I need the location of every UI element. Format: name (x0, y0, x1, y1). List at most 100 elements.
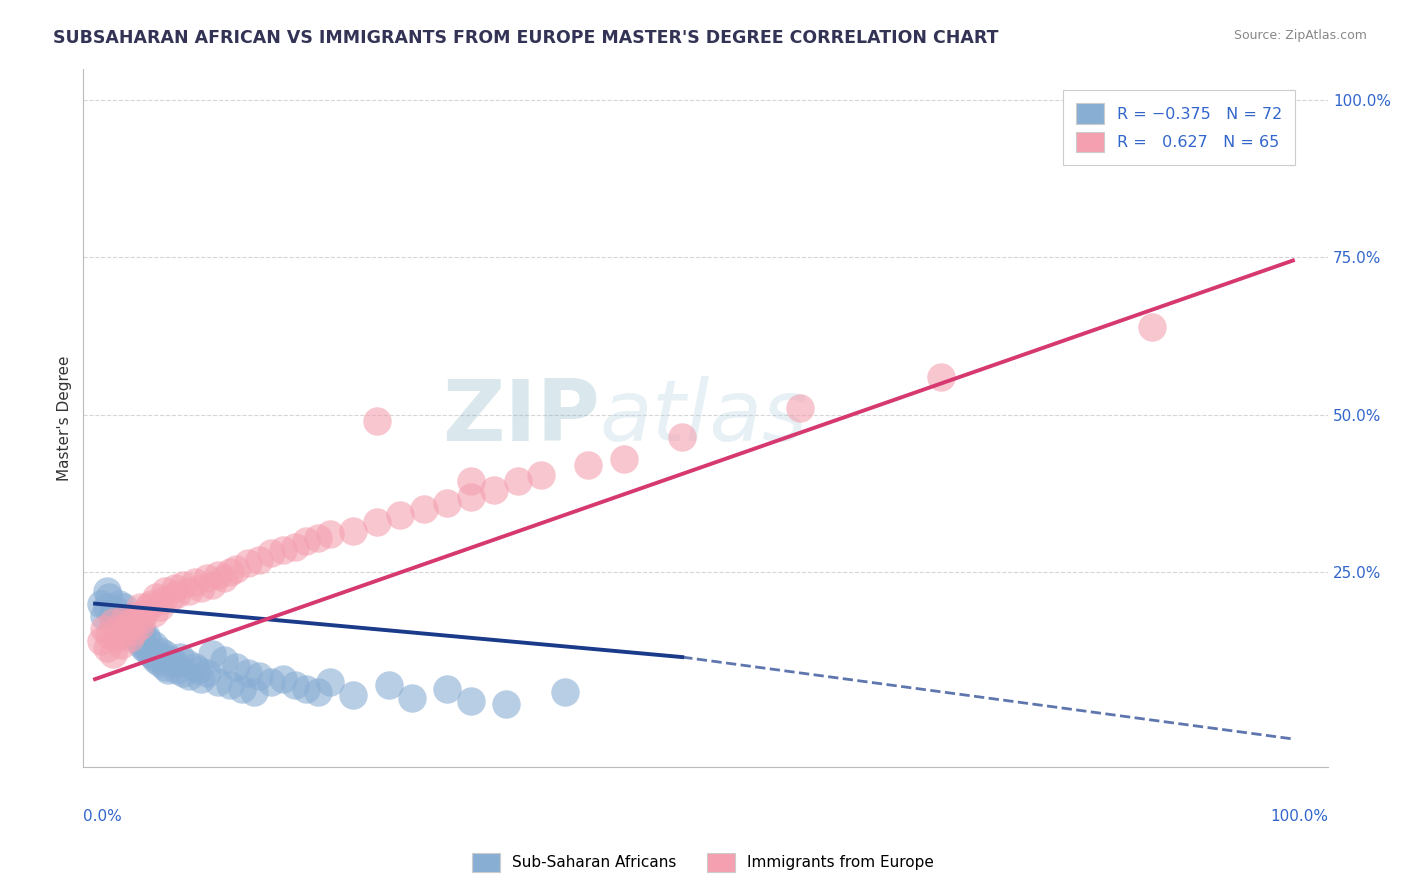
Point (554, 684, 576, 698)
Point (201, 578, 224, 592)
Point (166, 663, 188, 677)
Point (98, 591, 121, 605)
Point (207, 568, 229, 582)
Point (295, 681, 318, 696)
Point (260, 546, 283, 560)
Point (149, 657, 172, 671)
Point (184, 574, 207, 589)
Point (120, 631, 142, 645)
Text: atlas: atlas (600, 376, 808, 459)
Point (176, 657, 198, 671)
Point (131, 638, 153, 652)
Point (125, 631, 148, 645)
Point (112, 599, 135, 614)
Point (136, 644, 159, 658)
Point (242, 684, 264, 698)
Point (484, 483, 506, 498)
Point (125, 622, 148, 636)
Point (131, 612, 153, 626)
Point (460, 490, 482, 504)
Point (190, 581, 212, 595)
Y-axis label: Master's Degree: Master's Degree (58, 355, 72, 481)
Point (131, 624, 153, 639)
Point (128, 624, 150, 639)
Point (155, 647, 177, 661)
Point (142, 606, 165, 620)
Point (105, 603, 128, 617)
Point (117, 618, 139, 632)
Point (319, 675, 342, 690)
Point (249, 669, 271, 683)
Legend: Sub-Saharan Africans, Immigrants from Europe: Sub-Saharan Africans, Immigrants from Eu… (465, 845, 941, 880)
Point (225, 659, 247, 673)
Point (98, 628, 121, 642)
Point (121, 624, 143, 639)
Point (377, 678, 399, 692)
Point (145, 653, 167, 667)
Point (295, 533, 318, 548)
Point (141, 647, 163, 661)
Point (506, 474, 529, 488)
Point (195, 665, 218, 680)
Point (120, 615, 142, 630)
Point (401, 691, 423, 706)
Point (101, 615, 124, 630)
Point (136, 634, 159, 648)
Point (201, 647, 224, 661)
Text: Source: ZipAtlas.com: Source: ZipAtlas.com (1233, 29, 1367, 42)
Point (110, 618, 132, 632)
Point (436, 496, 458, 510)
Point (101, 647, 124, 661)
Point (163, 581, 186, 595)
Point (160, 591, 183, 605)
Point (207, 675, 229, 690)
Point (142, 638, 165, 652)
Point (271, 543, 294, 558)
Point (128, 618, 150, 632)
Point (1140, 319, 1163, 334)
Point (107, 597, 129, 611)
Point (112, 624, 135, 639)
Point (117, 612, 139, 626)
Point (530, 467, 553, 482)
Point (101, 606, 124, 620)
Point (169, 650, 191, 665)
Point (231, 681, 253, 696)
Point (120, 615, 142, 630)
Point (155, 659, 177, 673)
Point (612, 451, 634, 466)
Point (117, 622, 139, 636)
Point (576, 458, 599, 472)
Point (155, 584, 177, 599)
Point (160, 653, 183, 667)
Text: 0.0%: 0.0% (83, 809, 122, 824)
Point (121, 618, 143, 632)
Point (342, 524, 364, 539)
Point (236, 556, 259, 570)
Point (134, 640, 156, 655)
Point (142, 650, 165, 665)
Point (366, 515, 388, 529)
Point (141, 597, 163, 611)
Text: SUBSAHARAN AFRICAN VS IMMIGRANTS FROM EUROPE MASTER'S DEGREE CORRELATION CHART: SUBSAHARAN AFRICAN VS IMMIGRANTS FROM EU… (53, 29, 998, 46)
Point (184, 659, 207, 673)
Text: ZIP: ZIP (441, 376, 600, 459)
Point (156, 663, 179, 677)
Point (172, 665, 194, 680)
Point (149, 644, 172, 658)
Point (460, 694, 482, 708)
Point (460, 474, 482, 488)
Point (136, 599, 159, 614)
Point (284, 678, 307, 692)
Point (90, 597, 112, 611)
Point (249, 552, 271, 566)
Point (307, 531, 329, 545)
Point (125, 609, 148, 624)
Legend: R = −0.375   N = 72, R =   0.627   N = 65: R = −0.375 N = 72, R = 0.627 N = 65 (1063, 90, 1295, 165)
Point (96, 599, 118, 614)
Point (93, 622, 115, 636)
Point (212, 571, 235, 585)
Point (128, 634, 150, 648)
Point (96, 640, 118, 655)
Point (149, 599, 172, 614)
